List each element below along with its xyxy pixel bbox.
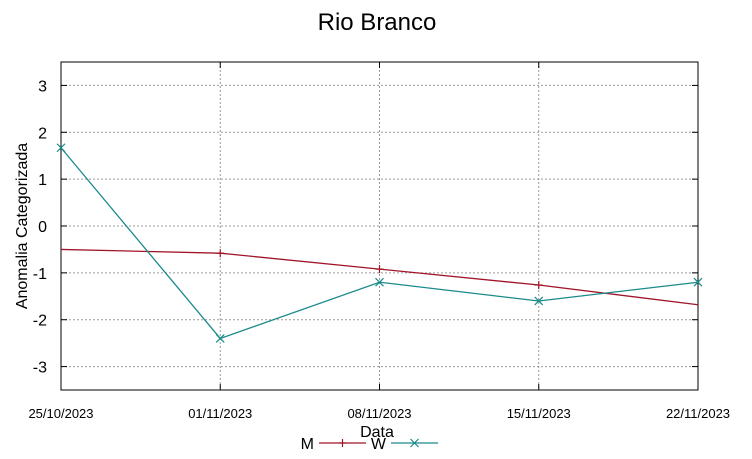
y-axis-ticks: 3 2 1 0 -1 -2 -3 xyxy=(33,78,698,377)
series-layer xyxy=(56,143,703,343)
x-tick-label: 08/11/2023 xyxy=(347,406,411,421)
data-point-W xyxy=(215,334,225,343)
data-point-M xyxy=(534,281,543,290)
data-point-W xyxy=(375,277,384,287)
legend-marker-M xyxy=(338,439,347,447)
y-tick-label: -3 xyxy=(33,360,47,377)
y-axis-label: Anomalia Categorizada xyxy=(14,143,31,309)
y-tick-label: -2 xyxy=(33,313,47,330)
x-axis-label: Data xyxy=(360,424,394,441)
chart-title: Rio Branco xyxy=(318,9,437,36)
y-tick-label: 3 xyxy=(38,78,47,95)
data-point-W xyxy=(534,296,544,306)
data-point-W xyxy=(693,277,703,287)
x-tick-label: 01/11/2023 xyxy=(188,406,252,421)
y-tick-label: 1 xyxy=(38,172,47,189)
data-point-W xyxy=(56,143,66,153)
x-tick-label: 15/11/2023 xyxy=(507,406,571,421)
y-tick-label: 2 xyxy=(38,125,47,142)
legend-marker-W xyxy=(410,438,419,448)
y-tick-label: 0 xyxy=(38,219,47,236)
grid xyxy=(60,62,699,390)
legend-label-M: M xyxy=(301,436,314,453)
series-line-M xyxy=(60,248,699,306)
x-tick-label: 22/11/2023 xyxy=(666,406,730,421)
series-M xyxy=(60,248,699,306)
x-tick-label: 25/10/2023 xyxy=(28,406,93,421)
legend-label-W: W xyxy=(371,436,387,453)
data-point-M xyxy=(216,249,225,258)
y-tick-label: -1 xyxy=(33,266,47,283)
x-axis-ticks: 25/10/2023 01/11/2023 08/11/2023 15/11/2023… xyxy=(28,62,730,421)
series-W xyxy=(56,143,703,343)
data-point-M xyxy=(375,265,384,274)
